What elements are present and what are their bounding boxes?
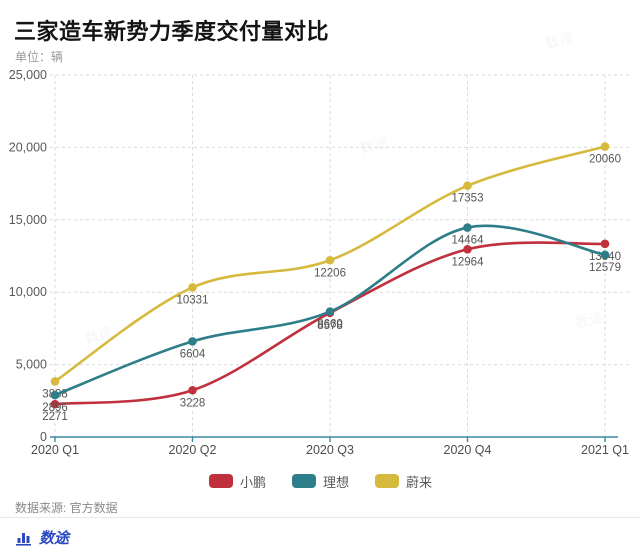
y-tick-label: 25,000 (9, 68, 47, 82)
y-tick-label: 20,000 (9, 140, 47, 154)
data-point (463, 223, 472, 232)
data-point (600, 250, 610, 260)
data-point-label: 12206 (314, 267, 346, 279)
legend-item-理想: 理想 (291, 472, 349, 491)
footer-divider (0, 517, 641, 518)
data-point (188, 337, 197, 346)
data-point-label: 17353 (452, 193, 484, 205)
data-point (188, 283, 197, 292)
bar-chart-icon (16, 532, 31, 546)
data-point-label: 6604 (180, 348, 206, 360)
legend-label: 小鹏 (239, 474, 266, 490)
legend-swatch (291, 474, 316, 488)
x-axis (50, 436, 618, 442)
series-蔚来: 383810331122061735320060 (42, 142, 621, 400)
data-source: 数据来源: 官方数据 (15, 501, 118, 515)
data-point-label: 12579 (589, 262, 621, 274)
chart-title: 三家造车新势力季度交付量对比 (14, 19, 330, 44)
legend: 小鹏 理想 蔚来 (0, 470, 641, 492)
x-tick-label: 2020 Q4 (444, 443, 492, 457)
data-point-label: 8660 (317, 319, 343, 331)
data-point (188, 385, 197, 395)
data-point-label: 2271 (42, 411, 68, 423)
unit-label: 单位：辆 (15, 50, 64, 64)
data-point (50, 377, 60, 386)
data-point-label: 10331 (177, 294, 209, 306)
data-point (600, 142, 610, 151)
line-chart: 0 5,000 10,000 15,000 20,000 25,000 2020 Q1 202… (9, 68, 632, 457)
data-point-label: 14464 (452, 235, 485, 247)
legend-swatch (375, 474, 399, 488)
data-point (600, 239, 610, 249)
legend-label: 蔚来 (406, 474, 433, 490)
y-tick-label: 5,000 (16, 358, 47, 372)
data-point-label: 12964 (452, 256, 485, 268)
data-point (50, 399, 60, 409)
y-tick-label: 15,000 (9, 213, 47, 227)
gridlines (50, 74, 632, 437)
legend-swatch (208, 474, 233, 488)
series-理想: 2896 6604 8660 14464 12579 (42, 223, 621, 414)
y-tick-label: 10,000 (9, 285, 47, 299)
data-point (463, 244, 472, 254)
data-point-label: 20060 (589, 154, 621, 166)
legend-label: 理想 (322, 474, 349, 490)
data-point-label: 2896 (42, 402, 68, 414)
x-tick-label: 2021 Q1 (581, 443, 629, 457)
brand-logo: 数途 (15, 527, 69, 548)
data-point (325, 255, 335, 265)
data-point (50, 390, 60, 400)
x-tick-label: 2020 Q2 (169, 443, 217, 457)
x-tick-label: 2020 Q1 (31, 443, 79, 457)
data-point (325, 307, 335, 316)
data-point-label: 3228 (180, 397, 206, 409)
legend-item-小鹏: 小鹏 (208, 472, 266, 491)
x-tick-label: 2020 Q3 (306, 443, 354, 457)
data-point (463, 181, 472, 191)
y-tick-label: 0 (40, 430, 47, 444)
watermark: 数途 (543, 27, 575, 54)
data-point-label: 8578 (317, 320, 343, 332)
legend-item-蔚来: 蔚来 (375, 472, 432, 491)
brand-name: 数途 (39, 530, 70, 547)
